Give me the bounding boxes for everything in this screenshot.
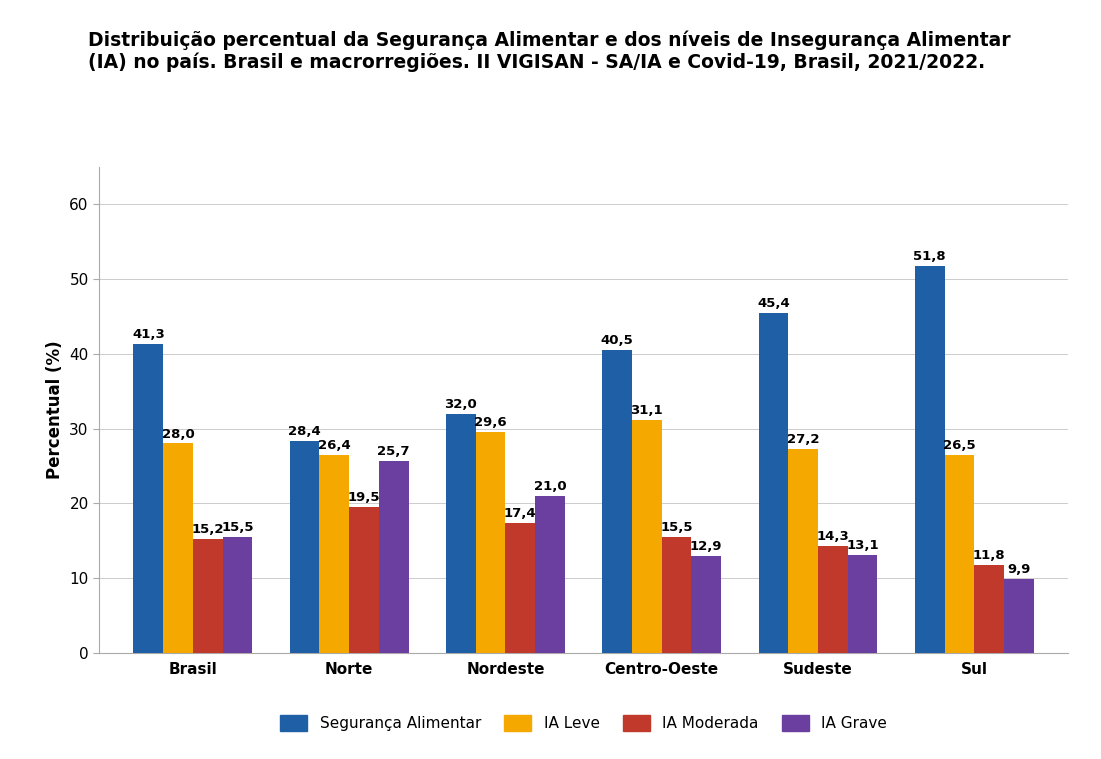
Y-axis label: Percentual (%): Percentual (%) [46,341,64,479]
Text: 9,9: 9,9 [1007,562,1031,576]
Text: 40,5: 40,5 [601,334,633,347]
Bar [349,507,379,653]
Bar [945,455,974,653]
Bar [193,539,222,653]
Bar [691,556,721,653]
Bar [788,449,818,653]
Text: 51,8: 51,8 [914,250,946,263]
Bar [662,537,691,653]
Bar [974,565,1004,653]
Bar [818,546,848,653]
Bar [848,555,877,653]
Text: 32,0: 32,0 [445,398,477,411]
Bar [319,455,349,653]
Text: 26,5: 26,5 [944,439,975,452]
Text: 29,6: 29,6 [475,415,506,429]
Bar [133,344,163,653]
Text: 45,4: 45,4 [757,298,789,310]
Text: 28,0: 28,0 [162,427,195,440]
Text: 12,9: 12,9 [690,540,722,553]
Text: 31,1: 31,1 [631,405,663,417]
Text: Distribuição percentual da Segurança Alimentar e dos níveis de Insegurança Alime: Distribuição percentual da Segurança Ali… [88,30,1011,72]
Text: 11,8: 11,8 [973,549,1005,562]
Text: 15,5: 15,5 [661,521,693,534]
Text: 41,3: 41,3 [132,328,165,341]
Bar [915,266,945,653]
Bar [163,443,193,653]
Bar [446,414,476,653]
Text: 19,5: 19,5 [348,491,380,504]
Text: 26,4: 26,4 [318,439,350,452]
Bar [222,537,252,653]
Text: 15,5: 15,5 [221,521,253,534]
Text: 17,4: 17,4 [504,507,536,520]
Bar [602,350,632,653]
Text: 21,0: 21,0 [534,480,566,493]
Text: 13,1: 13,1 [847,539,879,552]
Text: 28,4: 28,4 [288,424,321,437]
Bar [535,496,565,653]
Bar [505,523,535,653]
Bar [290,440,319,653]
Legend: Segurança Alimentar, IA Leve, IA Moderada, IA Grave: Segurança Alimentar, IA Leve, IA Moderad… [274,709,893,737]
Text: 25,7: 25,7 [378,445,410,458]
Bar [1004,579,1034,653]
Text: 27,2: 27,2 [787,433,819,446]
Bar [379,461,408,653]
Bar [476,432,505,653]
Bar [632,420,662,653]
Text: 14,3: 14,3 [817,530,849,543]
Bar [759,313,788,653]
Text: 15,2: 15,2 [192,523,224,536]
